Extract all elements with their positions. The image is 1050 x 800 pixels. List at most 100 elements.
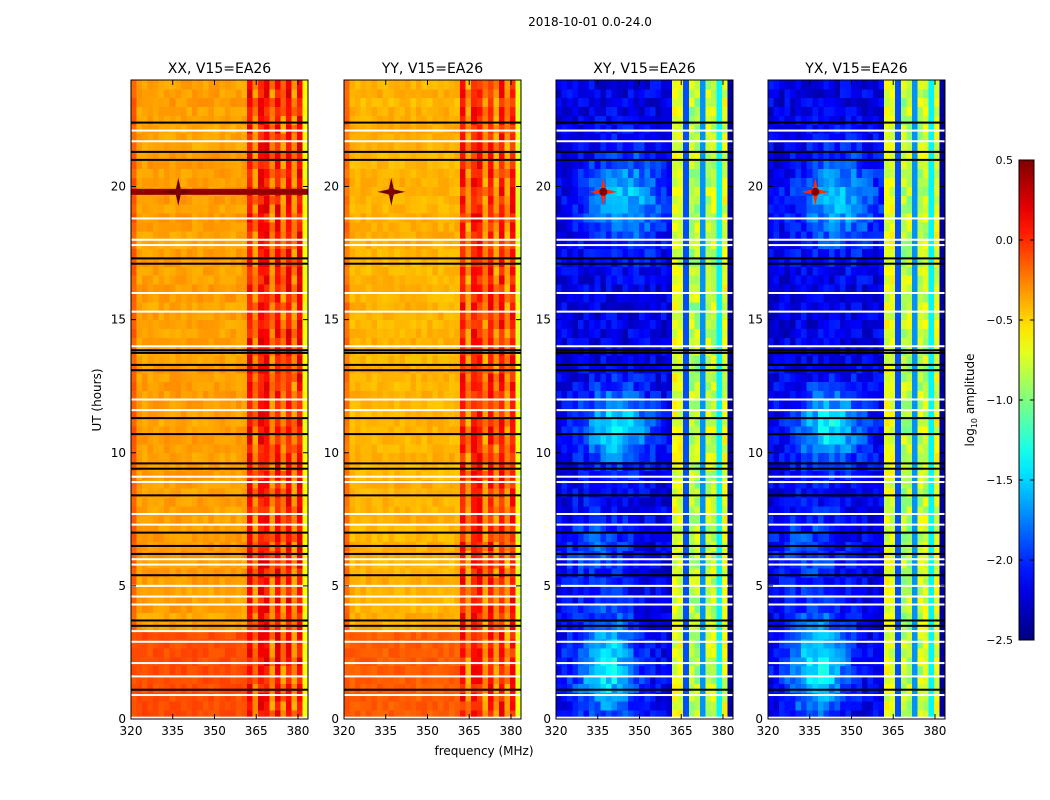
heatmap-cell [454,550,461,560]
heatmap-cell [285,701,292,711]
heatmap-cell [225,372,231,383]
heatmap-cell [236,266,243,276]
heatmap-cell [487,630,494,640]
heatmap-cell [465,674,472,684]
heatmap-cell [415,97,422,108]
heatmap-cell [382,177,389,187]
heatmap-cell [504,88,511,99]
heatmap-cell [432,301,439,312]
heatmap-cell [426,701,433,711]
heatmap-cell [355,168,361,179]
heatmap-cell [230,293,237,303]
heatmap-cell [296,133,303,143]
heatmap-cell [382,168,389,179]
heatmap-cell [230,222,237,232]
heatmap-cell [487,293,494,303]
heatmap-cell [487,656,494,667]
heatmap-cell [296,417,303,427]
heatmap-cell [263,577,270,587]
heatmap-cell [263,80,270,90]
heatmap-cell [382,692,389,702]
heatmap-cell [136,124,143,134]
heatmap-cell [241,683,248,693]
heatmap-cell [263,195,270,205]
heatmap-cell [355,124,361,134]
heatmap-cell [158,88,165,99]
heatmap-cell [180,177,187,187]
heatmap-cell [465,248,472,258]
heatmap-cell [349,532,356,542]
heatmap-cell [404,381,411,392]
heatmap-cell [274,293,281,303]
heatmap-cell [241,514,248,525]
flagged-row [131,351,308,354]
heatmap-cell [661,701,668,711]
heatmap-cell [296,656,303,667]
heatmap-cell [694,683,701,693]
heatmap-cell [202,585,209,596]
heatmap-cell [627,701,634,711]
heatmap-cell [263,337,270,347]
heatmap-cell [460,168,467,179]
heatmap-cell [280,585,287,596]
heatmap-cell [158,408,165,418]
heatmap-cell [482,106,489,116]
heatmap-cell [655,701,662,711]
heatmap-cell [393,390,400,400]
heatmap-cell [415,364,422,374]
heatmap-cell [471,88,478,99]
heatmap-cell [169,275,176,285]
heatmap-cell [504,701,511,711]
heatmap-cell [449,461,456,471]
heatmap-cell [415,248,422,258]
heatmap-cell [197,568,204,578]
heatmap-cell [230,319,237,329]
heatmap-cell [421,497,428,507]
flagged-row [131,121,308,124]
heatmap-cell [349,639,356,649]
heatmap-cell [153,177,160,187]
heatmap-cell [258,470,265,480]
heatmap-cell [302,630,309,640]
heatmap-cell [349,284,356,294]
heatmap-cell [213,124,220,134]
heatmap-cell [454,115,461,125]
heatmap-cell [699,710,706,720]
heatmap-cell [280,355,287,365]
heatmap-cell [164,443,171,454]
heatmap-cell [515,506,522,516]
heatmap-cell [415,648,422,658]
heatmap-cell [202,639,209,649]
heatmap-cell [616,674,623,684]
heatmap-cell [388,168,395,179]
heatmap-cell [252,603,259,613]
heatmap-cell [404,355,411,365]
heatmap-cell [399,665,406,676]
heatmap-cell [498,408,505,418]
heatmap-cell [454,665,461,676]
flagged-row [344,462,521,465]
heatmap-cell [213,443,220,454]
heatmap-cell [263,630,270,640]
heatmap-cell [399,630,406,640]
heatmap-cell [142,124,148,134]
heatmap-cell [280,532,287,542]
heatmap-cell [344,674,350,684]
heatmap-cell [213,417,220,427]
heatmap-cell [399,639,406,649]
heatmap-cell [280,293,287,303]
heatmap-cell [605,710,612,720]
heatmap-cell [415,550,422,560]
flagged-row [131,262,308,265]
heatmap-cell [415,639,422,649]
heatmap-cell [371,222,378,232]
heatmap-cell [589,683,596,693]
heatmap-cell [421,248,428,258]
heatmap-cell [186,248,193,258]
panel-title: XX, V15=EA26 [168,61,272,77]
heatmap-cell [650,674,656,684]
heatmap-cell [225,594,231,605]
heatmap-cell [136,435,143,445]
heatmap-cell [219,470,226,480]
heatmap-cell [219,195,226,205]
